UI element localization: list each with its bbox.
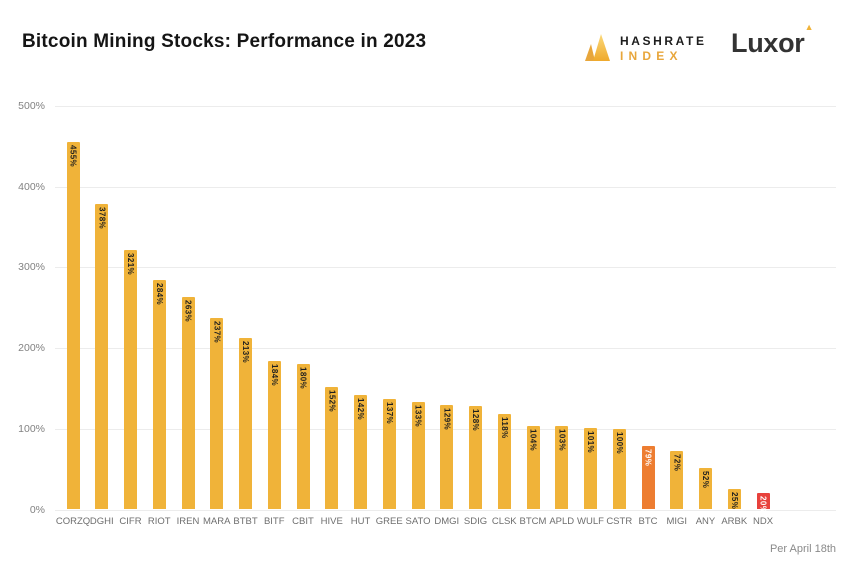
x-tick-label: CLSK xyxy=(491,516,517,527)
bar-value-label: 152% xyxy=(327,389,337,412)
x-tick-label: CBIT xyxy=(292,516,314,527)
bar: 79% xyxy=(641,445,655,510)
luxor-logo-triangle-icon: ▲ xyxy=(804,22,814,32)
bar-value-label: 128% xyxy=(471,409,480,432)
x-tick-label: BTBT xyxy=(233,516,258,527)
x-tick-label: SDIG xyxy=(463,516,488,527)
page-title: Bitcoin Mining Stocks: Performance in 20… xyxy=(22,31,427,52)
bar-value-label: 103% xyxy=(557,429,567,452)
x-tick-label: MIGI xyxy=(666,516,688,527)
bar-value-label: 378% xyxy=(97,207,107,230)
bar-value-label: 213% xyxy=(241,340,250,363)
bar: 133% xyxy=(411,402,425,510)
bar-value-label: 129% xyxy=(442,408,452,431)
bar-value-label: 321% xyxy=(126,253,135,276)
bar-value-label: 79% xyxy=(643,448,653,466)
bar-value-label: 100% xyxy=(614,431,624,454)
bar-value-label: 184% xyxy=(269,364,279,387)
bar-value-label: 133% xyxy=(413,405,423,428)
x-tick-label: HUT xyxy=(350,516,371,527)
x-tick-label: ANY xyxy=(695,516,716,527)
y-tick-label: 300% xyxy=(18,261,45,274)
bar: 72% xyxy=(670,451,684,510)
x-tick-label: CORZQ xyxy=(55,516,91,527)
bar: 321% xyxy=(124,250,137,510)
x-tick-label: ARBK xyxy=(721,516,748,527)
hashrate-logo-line2: INDEX xyxy=(620,48,683,63)
x-tick-label: BITF xyxy=(263,516,285,527)
bar: 20% xyxy=(756,493,770,514)
bar-value-label: 52% xyxy=(701,470,710,488)
bar: 137% xyxy=(382,398,396,510)
bar: 118% xyxy=(497,414,511,510)
x-tick-label: BTC xyxy=(638,516,658,527)
bar: 213% xyxy=(239,337,252,510)
bar-value-label: 180% xyxy=(298,367,308,390)
x-tick-label: APLD xyxy=(549,516,575,527)
bar-value-label: 20% xyxy=(758,496,768,514)
bar: 284% xyxy=(152,280,166,510)
bar-value-label: 237% xyxy=(212,321,222,344)
x-tick-label: HIVE xyxy=(320,516,343,527)
bar: 455% xyxy=(66,142,80,510)
gridline xyxy=(55,267,836,269)
bar-value-label: 137% xyxy=(384,401,394,424)
bar: 25% xyxy=(727,489,741,510)
x-tick-label: WULF xyxy=(577,516,604,527)
gridline xyxy=(55,509,836,511)
x-tick-label: NDX xyxy=(752,516,774,527)
bar: 128% xyxy=(469,406,482,510)
x-tick-label: DMGI xyxy=(434,516,460,527)
bar-value-label: 142% xyxy=(356,397,365,420)
bar-value-label: 455% xyxy=(68,145,78,168)
footer-note: Per April 18th xyxy=(769,543,836,555)
hashrate-logo-text: HASHRATE INDEX xyxy=(620,34,707,63)
y-tick-label: 500% xyxy=(18,100,45,112)
bar: 180% xyxy=(296,364,310,510)
x-tick-label: SATO xyxy=(405,516,431,527)
hashrate-logo-line1: HASHRATE xyxy=(620,34,707,49)
bar: 103% xyxy=(555,426,569,510)
gridline xyxy=(55,186,836,188)
y-tick-label: 100% xyxy=(18,422,45,435)
bar: 378% xyxy=(95,204,109,510)
bar-value-label: 25% xyxy=(729,492,739,510)
bar-value-label: 72% xyxy=(672,454,682,472)
x-tick-label: RIOT xyxy=(147,516,171,527)
gridline xyxy=(55,106,836,107)
luxor-logo-word: Luxor xyxy=(731,28,805,58)
bar: 142% xyxy=(354,394,367,510)
bar: 184% xyxy=(267,361,281,510)
hashrate-index-logo: HASHRATE INDEX xyxy=(584,30,707,67)
x-tick-label: CIFR xyxy=(119,516,142,527)
luxor-logo: Luxor ▲ xyxy=(731,22,814,59)
bar-value-label: 263% xyxy=(183,300,193,323)
gridline xyxy=(55,348,836,350)
bar: 237% xyxy=(210,318,224,510)
x-tick-label: BTCM xyxy=(519,516,547,527)
bar: 52% xyxy=(699,467,712,510)
x-tick-label: CSTR xyxy=(606,516,633,527)
y-tick-label: 200% xyxy=(18,342,45,355)
bar-value-label: 101% xyxy=(586,430,595,454)
x-tick-label: MARA xyxy=(203,516,231,527)
bar: 129% xyxy=(440,405,454,510)
bar-value-label: 118% xyxy=(499,417,509,439)
bar: 263% xyxy=(181,297,195,510)
bar-value-label: 284% xyxy=(154,283,164,306)
x-tick-label: DGHI xyxy=(89,516,114,527)
y-tick-label: 0% xyxy=(29,503,45,516)
hashrate-logo-icon xyxy=(584,30,611,67)
bar: 104% xyxy=(526,425,540,510)
bar: 152% xyxy=(325,386,339,510)
y-tick-label: 400% xyxy=(18,180,45,193)
bar: 100% xyxy=(612,428,626,510)
x-tick-label: GREE xyxy=(375,516,403,527)
x-tick-label: IREN xyxy=(176,516,200,527)
bar-value-label: 104% xyxy=(528,428,538,451)
bar: 101% xyxy=(584,427,597,510)
